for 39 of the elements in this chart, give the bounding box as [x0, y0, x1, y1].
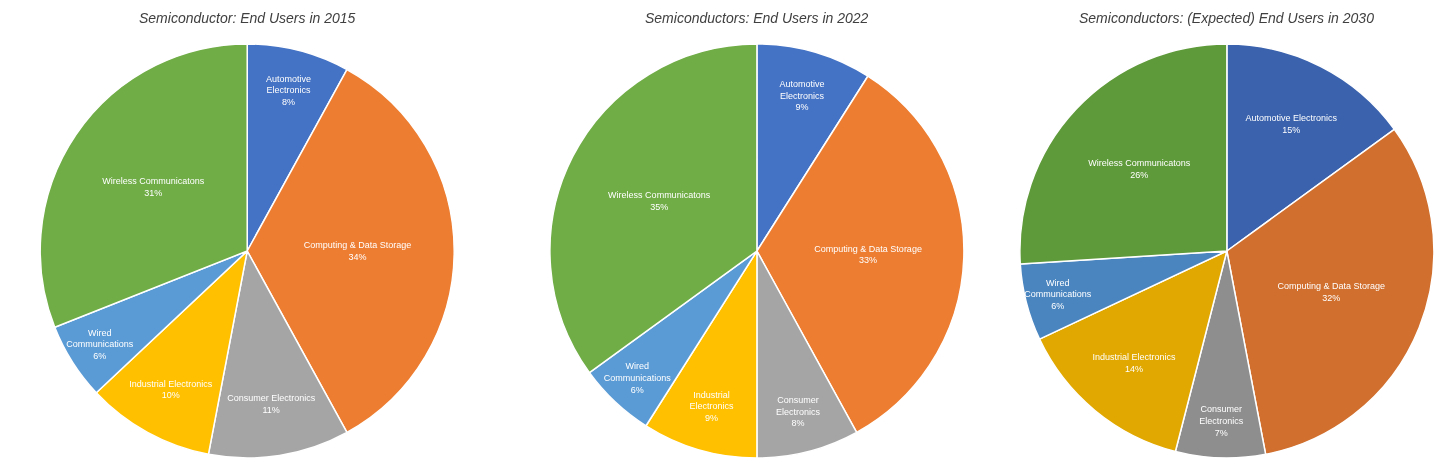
- slice-label: Automotive Electronics: [1245, 113, 1338, 124]
- slice-label: Wired Communications: [1024, 277, 1092, 300]
- data-label: 7%: [1214, 427, 1228, 438]
- slice-label: Computing & Data Storage: [814, 243, 922, 254]
- data-label: 9%: [705, 413, 719, 424]
- data-label: 26%: [1130, 169, 1149, 180]
- data-label: 15%: [1282, 125, 1301, 135]
- slice-label: Consumer Electronics: [775, 394, 821, 417]
- slice-label: Computing & Data Storage: [1277, 281, 1386, 292]
- data-label: 35%: [650, 202, 669, 213]
- data-label: 8%: [791, 418, 805, 429]
- slice-label: Industrial Electronics: [689, 389, 735, 412]
- slice-label: Industrial Electronics: [129, 378, 213, 389]
- slice-label: Consumer Electronics: [1199, 404, 1244, 426]
- data-label: 33%: [859, 255, 878, 266]
- slice-label: Automotive Electronics: [265, 73, 311, 96]
- slice-label: Wireless Communicatons: [608, 190, 711, 201]
- slice-label: Wired Communications: [603, 361, 672, 384]
- data-label: 10%: [161, 390, 180, 401]
- data-label: 9%: [795, 102, 809, 113]
- data-label: 6%: [630, 384, 644, 395]
- data-label: 8%: [281, 97, 295, 108]
- chart-title: Semiconductors: (Expected) End Users in 2030: [1079, 10, 1375, 26]
- slice-label: Automotive Electronics: [779, 78, 825, 101]
- slice-label: Wired Communications: [66, 327, 134, 350]
- slice-label: Wireless Communicatons: [1088, 158, 1191, 169]
- chart-title: Semiconductor: End Users in 2015: [139, 10, 356, 26]
- chart-title: Semiconductors: End Users in 2022: [645, 10, 869, 26]
- slice-label: Industrial Electronics: [1092, 352, 1177, 363]
- data-label: 32%: [1322, 293, 1341, 304]
- slice-label: Wireless Communicatons: [102, 176, 205, 187]
- data-label: 6%: [1051, 301, 1065, 312]
- slice-label: Consumer Electronics: [227, 392, 316, 403]
- data-label: 6%: [93, 351, 107, 362]
- data-label: 11%: [262, 404, 280, 415]
- data-label: 14%: [1125, 363, 1144, 374]
- slice-label: Computing & Data Storage: [303, 240, 412, 251]
- data-label: 34%: [348, 251, 367, 262]
- data-label: 31%: [144, 188, 163, 199]
